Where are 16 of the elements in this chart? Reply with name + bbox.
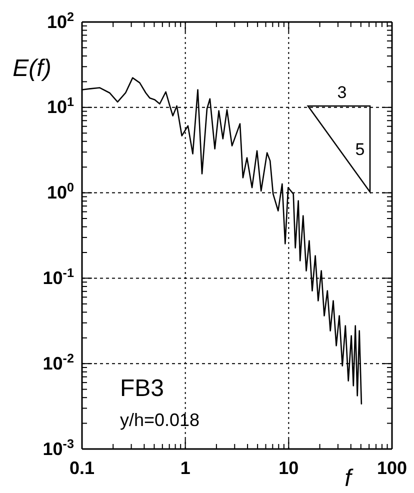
annotation: FB3 (120, 375, 164, 402)
y-tick-label: 10$^{0}$ (46, 180, 74, 203)
x-tick-label: 100 (376, 458, 408, 478)
x-tick-label: 10 (278, 458, 299, 478)
annotation: 3 (337, 83, 347, 102)
annotation: y/h=0.018 (120, 410, 200, 430)
y-tick-label: 10$^{-1}$ (42, 266, 74, 288)
x-tick-label: 0.1 (69, 458, 95, 478)
y-axis-title: E(f) (12, 55, 52, 82)
y-tick-label: 10$^{1}$ (46, 95, 74, 118)
x-tick-label: 1 (180, 458, 190, 478)
annotation: 5 (355, 140, 365, 159)
y-tick-label: 10$^{-3}$ (42, 436, 74, 459)
y-tick-label: 10$^{-2}$ (42, 351, 74, 374)
x-axis-title: f (344, 465, 354, 492)
y-tick-label: 10$^{2}$ (46, 10, 74, 32)
